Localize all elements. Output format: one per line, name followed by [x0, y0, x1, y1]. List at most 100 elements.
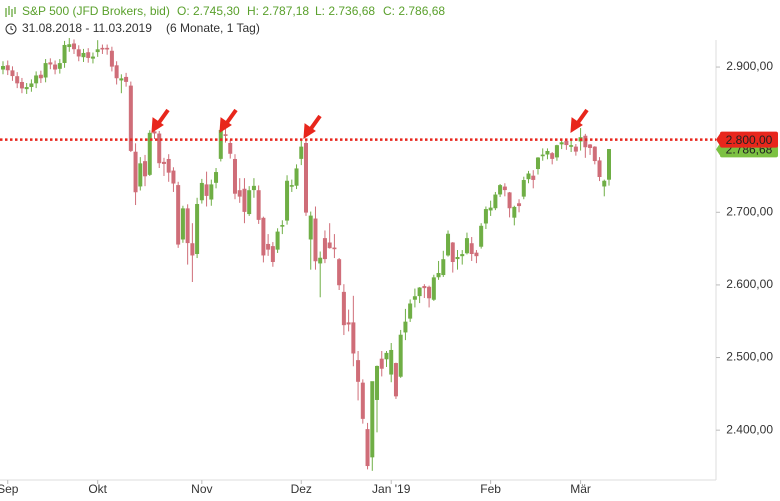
arrow [151, 108, 170, 133]
candle-body [190, 243, 195, 256]
candle-body [270, 246, 275, 262]
candle-body [469, 243, 474, 254]
x-tick-label: Jan '19 [372, 482, 411, 496]
candle-body [161, 161, 166, 164]
arrow [219, 108, 238, 133]
ohlc-low: L: 2.736,68 [315, 4, 375, 18]
candle-body [550, 153, 555, 159]
candle-body [157, 133, 162, 164]
candle-body [43, 63, 48, 78]
y-tick-label: 2.600,00 [726, 277, 773, 291]
candle-body [512, 206, 517, 218]
candle-body [592, 146, 597, 162]
candle-body [95, 49, 100, 53]
candle-body [10, 70, 15, 77]
candle-body [214, 172, 219, 183]
candle-body [531, 175, 536, 180]
candle-body [232, 158, 237, 194]
candle-body [436, 272, 441, 278]
annotation-arrows [151, 108, 589, 139]
arrow [570, 108, 589, 133]
candle-body [389, 349, 394, 375]
candle-body [109, 50, 114, 67]
candle-body [53, 64, 58, 70]
y-tick-label: 2.400,00 [726, 422, 773, 436]
candle-body [15, 76, 20, 84]
candle-body [526, 173, 531, 180]
candle-body [588, 144, 593, 148]
candle-body [5, 65, 10, 71]
x-tick-label: Feb [480, 482, 501, 496]
candle-body [247, 190, 252, 215]
candle-body [446, 233, 451, 256]
candle-body [554, 145, 559, 158]
chart-title: S&P 500 (JFD Brokers, bid) [22, 4, 170, 18]
candle-body [502, 186, 507, 191]
candle-body [521, 180, 526, 197]
candle-body [450, 242, 455, 262]
candle-body [559, 142, 564, 145]
candle-body [393, 363, 398, 397]
candle-body [540, 154, 545, 157]
x-tick-label: Sep [0, 482, 19, 496]
candle-body [48, 62, 53, 65]
candle-body [199, 182, 204, 201]
candle-body [256, 190, 261, 220]
candle-body [223, 134, 228, 136]
candle-body [285, 180, 290, 221]
price-label: 2.800,00 [726, 133, 773, 147]
candle-body [403, 321, 408, 333]
candle-body [308, 215, 313, 240]
candle-body [57, 63, 62, 69]
candle-body [341, 291, 346, 326]
candle-body [606, 149, 611, 180]
candle-body [72, 43, 77, 50]
candle-body [384, 352, 389, 360]
candle-body [483, 209, 488, 224]
candle-body [29, 83, 34, 87]
candle-body [228, 143, 233, 154]
candle-body [375, 365, 380, 400]
candle-body [583, 135, 588, 148]
candle-body [464, 238, 469, 254]
candle-body [398, 334, 403, 377]
candle-body [535, 157, 540, 170]
ohlc-close: C: 2.786,68 [383, 4, 445, 18]
candle-body [479, 225, 484, 247]
y-tick-label: 2.900,00 [726, 59, 773, 73]
candle-body [488, 207, 493, 211]
candle-body [474, 252, 479, 257]
candle-body [133, 151, 138, 193]
ohlc-high: H: 2.787,18 [247, 4, 309, 18]
candle-body [427, 286, 432, 299]
candle-body [573, 146, 578, 152]
candle-body [294, 168, 299, 186]
ohlc-open: O: 2.745,30 [177, 4, 240, 18]
candle-body [105, 47, 110, 50]
candle-body [332, 247, 337, 250]
candle-body [90, 56, 95, 59]
candle-body [24, 87, 29, 90]
candle-body [431, 277, 436, 300]
candle-body [143, 161, 148, 177]
candle-body [299, 146, 304, 159]
candle-body [128, 85, 133, 151]
candle-body [38, 74, 43, 79]
chart-subtitle: 31.08.2018 - 11.03.2019 [22, 21, 152, 35]
candle-body [280, 225, 285, 227]
candle-body [0, 66, 6, 70]
candle-body [147, 132, 152, 175]
candle-body [204, 184, 209, 196]
x-tick-label: Okt [88, 482, 107, 496]
candle-body [370, 381, 375, 458]
candle-body [261, 217, 266, 256]
candle-body [493, 194, 498, 209]
candle-body [100, 47, 105, 50]
candle-body [185, 208, 190, 244]
candle-body [517, 203, 522, 207]
candle-body [67, 44, 72, 48]
candle-body [569, 145, 574, 147]
candle-body [251, 185, 256, 191]
candle-body [351, 322, 356, 354]
